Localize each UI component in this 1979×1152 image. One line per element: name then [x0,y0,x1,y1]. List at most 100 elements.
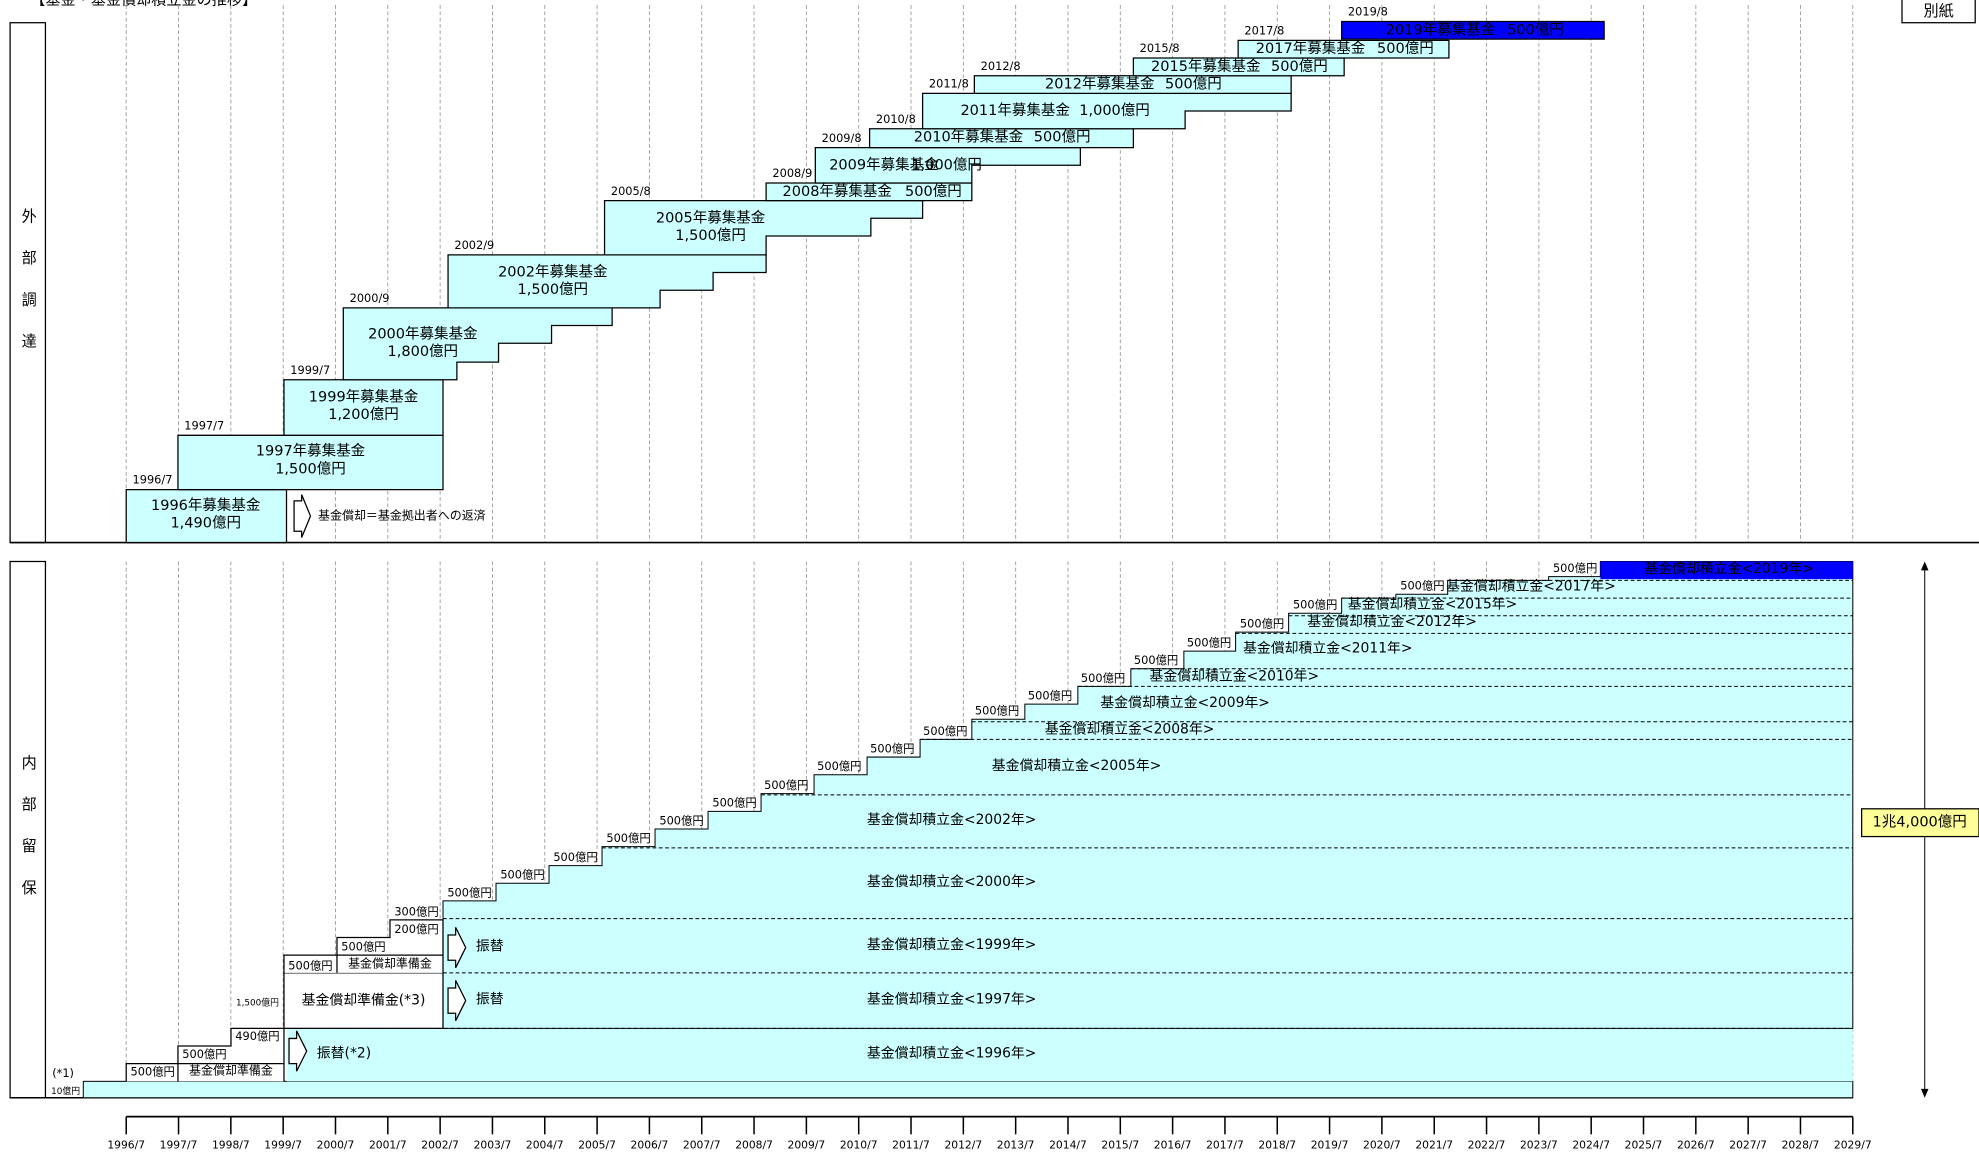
total: 1兆4,000億円 [1873,814,1967,831]
transfer-arrow [447,980,467,1022]
fund-block [447,254,767,309]
fund-date: 2017/8 [1244,24,1284,38]
fund-amount: 500億円 [1271,58,1328,75]
step-label: 500億円 [1400,579,1444,593]
timeline-label: 2003/7 [474,1139,512,1152]
fund-amount: 500億円 [1165,76,1222,93]
provision-block [283,919,444,973]
step-label: 300億円 [394,904,438,918]
timeline-label: 2013/7 [997,1139,1035,1152]
reserve-band [286,1028,1853,1082]
fund-date: 2005/8 [611,184,651,198]
timeline-label: 2011/7 [892,1139,930,1152]
reserve-label: 基金償却積立金<2000年> [867,873,1037,890]
transfer-arrow [288,1030,308,1072]
fund-date: 2009/8 [822,131,862,145]
arrow [293,494,312,538]
fund-date: 1996/7 [133,473,173,487]
timeline-label: 2027/7 [1729,1139,1767,1152]
note: (*1) [52,1066,74,1080]
timeline-label: 2007/7 [683,1139,721,1152]
fund-block [342,307,613,381]
step-label: 500億円 [712,796,756,810]
step-label: 500億円 [553,850,597,864]
reserve-label: 基金償却積立金<2017年> [1446,578,1616,595]
transfer-label: 振替(*2) [317,1046,371,1062]
reserve-label: 基金償却積立金<2002年> [867,811,1037,828]
provision-block [125,1027,285,1082]
fund-name: 2017年募集基金 [1256,40,1366,57]
reserve-label: 基金償却積立金<2019年> [1644,560,1814,577]
step-label: 500億円 [1134,653,1178,667]
timeline-label: 2023/7 [1520,1139,1558,1152]
fund-amount: 1,500億円 [518,281,589,298]
fund-name: 2005年募集基金 [656,209,766,226]
reserve-label: 基金償却積立金<2011年> [1243,640,1413,657]
step-label: 500億円 [341,940,385,954]
provision-block [283,972,444,1029]
fund-date: 2011/8 [929,77,969,91]
fund-date: 1999/7 [290,363,330,377]
fund-amount: 500億円 [1377,40,1434,57]
fund-amount: 500億円 [1507,21,1564,38]
step-label: 500億円 [1081,671,1125,685]
step-label: 500億円 [1293,598,1337,612]
timeline-label: 2012/7 [944,1139,982,1152]
reserve-label: 基金償却積立金<2010年> [1150,667,1320,684]
reserve-label: 基金償却積立金<2009年> [1100,694,1270,711]
timeline-label: 2025/7 [1625,1139,1663,1152]
timeline-label: 2008/7 [735,1139,773,1152]
section-label: 外部調達 [19,208,37,375]
reserve-base [82,1080,1854,1099]
fund-amount: 1,800億円 [388,343,459,360]
fund-amount: 1,000億円 [911,156,982,173]
step-label: 500億円 [500,868,544,882]
fund-name: 1997年募集基金 [256,443,366,460]
timeline-label: 2001/7 [369,1139,407,1152]
step-label: 200億円 [394,922,438,936]
timeline-label: 2016/7 [1154,1139,1192,1152]
timeline-label: 2000/7 [317,1139,355,1152]
timeline-label: 2005/7 [578,1139,616,1152]
step-label: 500億円 [923,724,967,738]
fund-name: 2019年募集基金 [1386,21,1496,38]
step-label: 500億円 [606,831,650,845]
timeline-label: 1997/7 [160,1139,198,1152]
timeline-label: 2014/7 [1049,1139,1087,1152]
timeline-label: 2029/7 [1834,1139,1872,1152]
timeline-label: 2006/7 [631,1139,669,1152]
section-label: 内部留保 [19,755,37,922]
timeline-label: 2017/7 [1206,1139,1244,1152]
fund-date: 2010/8 [876,112,916,126]
fund-name: 2009年募集基金 [829,156,939,173]
fund-name: 2015年募集基金 [1151,58,1261,75]
fund-name: 2002年募集基金 [498,264,608,281]
fund-amount: 500億円 [1034,129,1091,146]
transfer-arrow [447,927,467,969]
fund-date: 2015/8 [1140,41,1180,55]
timeline-label: 2018/7 [1258,1139,1296,1152]
fund-block [1237,39,1450,59]
note: 基金償却＝基金拠出者への返済 [318,508,486,523]
reserve-label: 基金償却積立金<2008年> [1045,720,1215,737]
fund-date: 2002/9 [454,238,494,252]
section-frame [9,560,47,1099]
fund-block [603,199,924,256]
step-label: 500億円 [817,759,861,773]
step-label: 500億円 [182,1047,226,1061]
fund-amount: 500億円 [905,183,962,200]
timeline-label: 2020/7 [1363,1139,1401,1152]
step-label: 500億円 [975,704,1019,718]
step-label: 500億円 [1240,617,1284,631]
fund-name: 2000年募集基金 [368,325,478,342]
step-label: 1,500億円 [236,997,279,1009]
timeline-label: 2024/7 [1572,1139,1610,1152]
timeline-label: 1996/7 [107,1139,145,1152]
step-label: 500億円 [870,741,914,755]
timeline-label: 2015/7 [1101,1139,1139,1152]
reserve-label: 基金償却積立金<2015年> [1348,595,1518,612]
provision-label: 基金償却準備金(*3) [302,992,426,1009]
attachment: 別紙 [1923,2,1953,20]
